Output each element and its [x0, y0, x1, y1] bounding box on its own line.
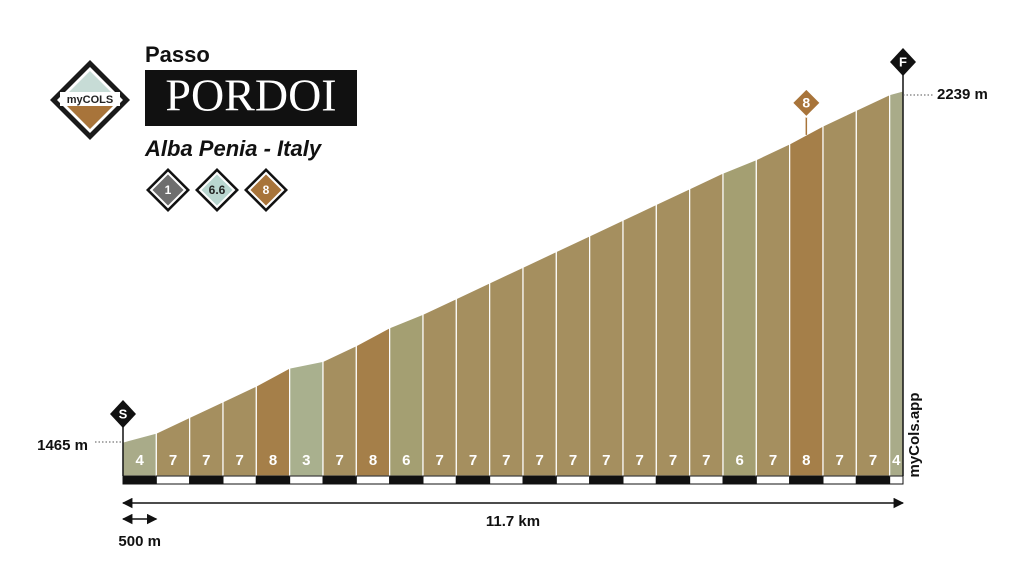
profile-segment	[455, 281, 491, 477]
profile-segment	[589, 219, 624, 477]
finish-marker	[890, 48, 916, 76]
distance-stripe	[655, 475, 691, 485]
distance-stripe	[355, 475, 391, 485]
distance-stripe	[822, 475, 857, 485]
location: Alba Penia - Italy	[144, 136, 323, 161]
segment-grade: 7	[702, 452, 710, 469]
distance-stripe	[222, 475, 257, 485]
distance-stripe	[622, 475, 657, 485]
credit: myCols.app	[906, 392, 923, 477]
segment-grade: 6	[402, 452, 410, 469]
segment-grade: 7	[769, 452, 777, 469]
badge-value: 8	[263, 183, 270, 197]
distance-stripe	[189, 475, 224, 485]
elevation-label: 1465 m	[37, 437, 88, 454]
segment-grade: 7	[835, 452, 843, 469]
segment-grade: 7	[635, 452, 643, 469]
segment-grade: 8	[269, 452, 277, 469]
logo: myCOLS	[50, 60, 130, 140]
segment-grade: 8	[802, 452, 810, 469]
distance-stripe	[489, 475, 524, 485]
segment-grade: 7	[335, 452, 343, 469]
segment-grade: 8	[369, 452, 377, 469]
distance-stripe	[889, 475, 904, 485]
segment-grade: 7	[469, 452, 477, 469]
segment-grade: 7	[602, 452, 610, 469]
segment-grade: 7	[202, 452, 210, 469]
distance-stripe	[722, 475, 757, 485]
chart-title: PORDOI	[165, 70, 336, 121]
segment-grade: 3	[302, 452, 310, 469]
profile-segment	[755, 142, 791, 477]
segment-grade: 7	[669, 452, 677, 469]
title-box	[145, 70, 357, 126]
profile-segment	[789, 124, 824, 477]
profile-segment	[655, 187, 691, 477]
max-grade-marker	[791, 87, 822, 118]
segment-grade: 7	[169, 452, 177, 469]
profile-segment	[522, 250, 557, 477]
total-distance-label: 11.7 km	[486, 513, 540, 530]
start-label: S	[119, 406, 128, 421]
segment-grade: 7	[235, 452, 243, 469]
profile-segment	[689, 172, 724, 477]
start-marker	[110, 400, 136, 428]
badge-value: 6.6	[209, 183, 226, 197]
max-grade-value: 8	[802, 95, 810, 111]
profile-segment	[622, 203, 657, 477]
distance-stripe	[455, 475, 491, 485]
scale-label: 500 m	[118, 533, 161, 550]
distance-stripe	[322, 475, 357, 485]
profile-segment	[489, 266, 524, 477]
distance-stripe	[122, 475, 157, 485]
profile-segment	[722, 158, 757, 477]
badge	[198, 171, 236, 209]
profile-segment	[422, 297, 457, 477]
distance-stripe	[289, 475, 324, 485]
distance-stripe	[555, 475, 591, 485]
profile-segment	[889, 90, 904, 477]
segment-grade: 6	[735, 452, 743, 469]
distance-stripe	[855, 475, 891, 485]
distance-stripe	[422, 475, 457, 485]
segment-grade: 7	[869, 452, 877, 469]
elevation-label: 2239 m	[937, 86, 988, 103]
distance-stripe	[255, 475, 291, 485]
segment-grade: 7	[569, 452, 577, 469]
segment-grade: 7	[502, 452, 510, 469]
distance-stripe	[789, 475, 824, 485]
finish-label: F	[899, 54, 907, 69]
distance-stripe	[755, 475, 791, 485]
segment-grade: 7	[435, 452, 443, 469]
distance-stripe	[522, 475, 557, 485]
distance-stripe	[689, 475, 724, 485]
profile-segment	[555, 234, 591, 477]
profile-segment	[822, 109, 857, 477]
profile-segment	[855, 93, 891, 477]
badge	[149, 171, 187, 209]
distance-stripe	[155, 475, 191, 485]
logo-text: myCOLS	[67, 94, 113, 106]
distance-stripe	[389, 475, 424, 485]
climb-prefix: Passo	[145, 42, 210, 67]
segment-grade: 7	[535, 452, 543, 469]
segment-grade: 4	[892, 452, 901, 469]
segment-grade: 4	[135, 452, 144, 469]
distance-stripe	[589, 475, 624, 485]
badge	[247, 171, 285, 209]
badge-value: 1	[165, 183, 172, 197]
